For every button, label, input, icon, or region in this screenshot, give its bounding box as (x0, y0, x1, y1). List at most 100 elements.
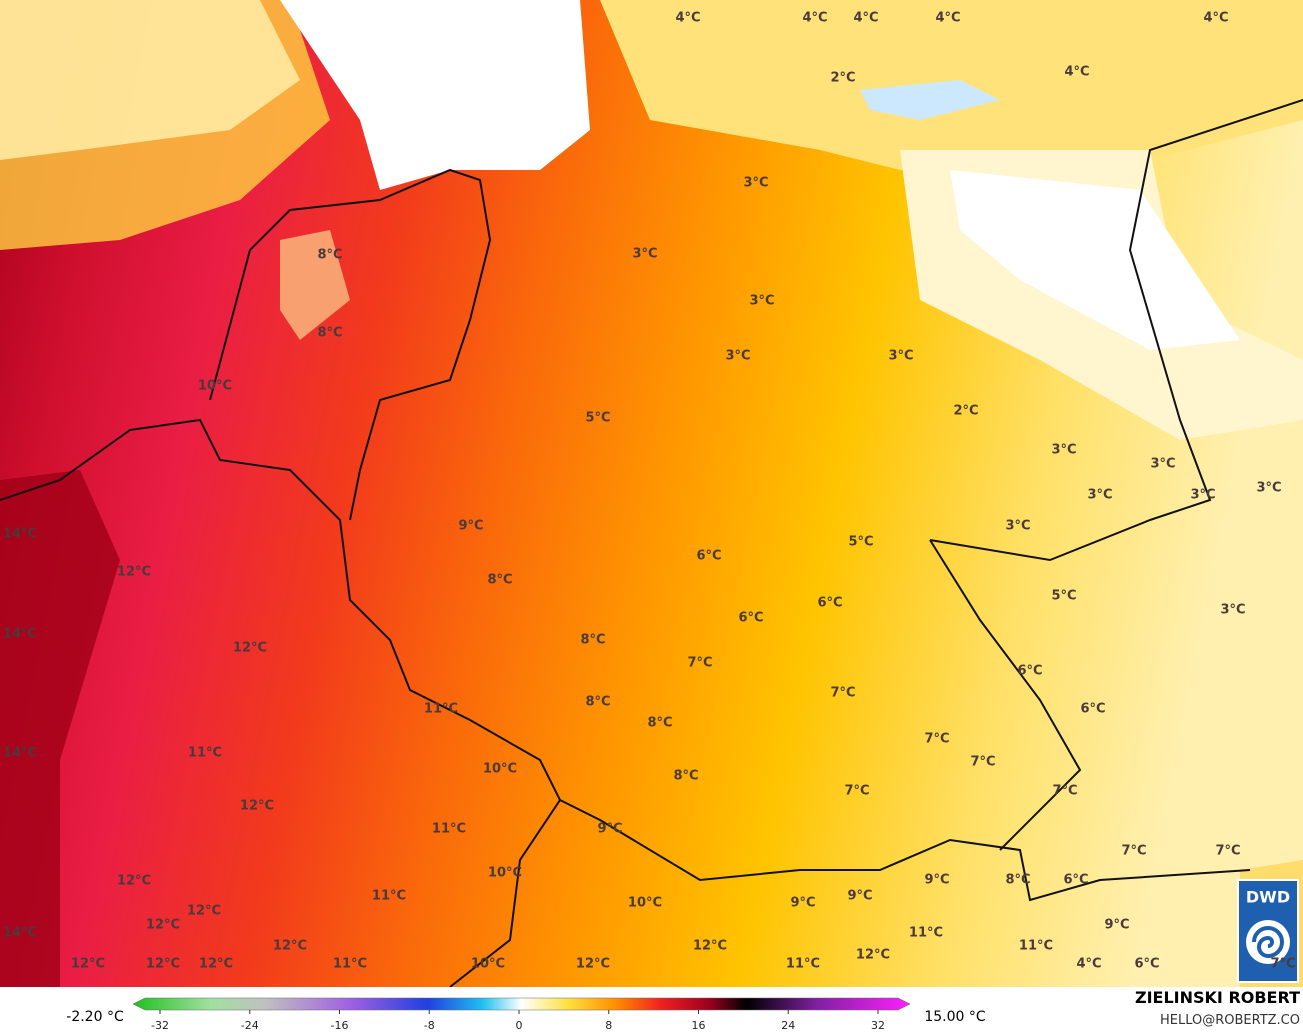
temperature-label: 12°C (856, 948, 890, 963)
colorbar-tick-label: 0 (516, 1019, 523, 1032)
temperature-label: 3°C (888, 349, 913, 364)
temperature-label: 4°C (1203, 11, 1228, 26)
temperature-label: 4°C (853, 11, 878, 26)
colorbar-tick-label: 24 (781, 1019, 795, 1032)
temperature-label: 7°C (1215, 844, 1240, 859)
temperature-label: 14°C (3, 746, 37, 761)
temperature-label: 11°C (424, 702, 458, 717)
temperature-label: 11°C (188, 746, 222, 761)
colorbar-tick-label: -24 (241, 1019, 259, 1032)
temperature-label: 5°C (848, 535, 873, 550)
legend-min: -2.20 °C (66, 1009, 124, 1025)
temperature-label: 11°C (1019, 939, 1053, 954)
temperature-label: 8°C (1005, 873, 1030, 888)
legend-max: 15.00 °C (924, 1009, 986, 1025)
temperature-label: 12°C (273, 939, 307, 954)
temperature-label: 7°C (687, 656, 712, 671)
temperature-label: 9°C (847, 889, 872, 904)
temperature-label: 6°C (1080, 702, 1105, 717)
credit-email: HELLO@ROBERTZ.CO (1160, 1013, 1300, 1028)
temperature-label: 2°C (953, 404, 978, 419)
dwd-logo: DWD (1237, 879, 1299, 983)
temperature-label: 14°C (3, 627, 37, 642)
colorbar-tick-label: -32 (151, 1019, 169, 1032)
logo-text: DWD (1246, 888, 1290, 907)
temperature-label: 11°C (909, 926, 943, 941)
credit-name: ZIELINSKI ROBERT (1135, 988, 1300, 1007)
temperature-label: 12°C (693, 939, 727, 954)
temperature-label: 3°C (632, 247, 657, 262)
temperature-label: 7°C (1121, 844, 1146, 859)
temperature-label: 10°C (483, 762, 517, 777)
temperature-label: 11°C (432, 822, 466, 837)
temperature-label: 11°C (786, 957, 820, 972)
temperature-label: 10°C (628, 896, 662, 911)
temperature-label: 12°C (117, 565, 151, 580)
temperature-label: 9°C (458, 519, 483, 534)
temperature-label: 3°C (1087, 488, 1112, 503)
temperature-label: 2°C (830, 71, 855, 86)
borders (0, 99, 1303, 988)
temperature-label: 7°C (830, 686, 855, 701)
temperature-label: 7°C (924, 732, 949, 747)
temperature-label: 12°C (199, 957, 233, 972)
temperature-label: 12°C (240, 799, 274, 814)
legend-strip (0, 987, 1303, 1035)
temperature-label: 12°C (117, 874, 151, 889)
temperature-label: 3°C (749, 294, 774, 309)
colorbar-tick-label: -8 (424, 1019, 435, 1032)
temperature-label: 6°C (1134, 957, 1159, 972)
temperature-label: 9°C (597, 822, 622, 837)
temperature-label: 7°C (1270, 957, 1295, 972)
temperature-label: 12°C (71, 957, 105, 972)
temperature-label: 6°C (696, 549, 721, 564)
temperature-label: 8°C (317, 326, 342, 341)
temperature-label: 3°C (1190, 488, 1215, 503)
temperature-label: 5°C (1051, 589, 1076, 604)
temperature-label: 4°C (1064, 65, 1089, 80)
temperature-label: 5°C (585, 411, 610, 426)
temperature-label: 8°C (317, 248, 342, 263)
temperature-label: 12°C (576, 957, 610, 972)
temperature-label: 10°C (488, 866, 522, 881)
temperature-label: 10°C (198, 379, 232, 394)
temperature-label: 3°C (1150, 457, 1175, 472)
temperature-label: 8°C (673, 769, 698, 784)
colorbar-tick-label: -16 (331, 1019, 349, 1032)
temperature-label: 8°C (647, 716, 672, 731)
temperature-label: 8°C (585, 695, 610, 710)
temperature-label: 9°C (924, 873, 949, 888)
temperature-label: 3°C (1005, 519, 1030, 534)
temperature-label: 9°C (1104, 918, 1129, 933)
colorbar (132, 997, 911, 1011)
temperature-label: 3°C (743, 176, 768, 191)
temperature-label: 4°C (675, 11, 700, 26)
temperature-label: 6°C (738, 611, 763, 626)
temperature-label: 12°C (187, 904, 221, 919)
temperature-label: 11°C (333, 957, 367, 972)
temperature-label: 4°C (935, 11, 960, 26)
temperature-label: 8°C (487, 573, 512, 588)
temperature-label: 10°C (471, 957, 505, 972)
temperature-label: 12°C (146, 918, 180, 933)
colorbar-tick-label: 32 (871, 1019, 885, 1032)
colorbar-tick-label: 16 (692, 1019, 706, 1032)
temperature-label: 3°C (1051, 443, 1076, 458)
map-background (0, 0, 1303, 987)
temperature-label: 7°C (844, 784, 869, 799)
temperature-label: 3°C (1220, 603, 1245, 618)
temperature-label: 14°C (3, 527, 37, 542)
temperature-label: 14°C (3, 926, 37, 941)
temperature-label: 7°C (1052, 784, 1077, 799)
temperature-label: 6°C (1063, 873, 1088, 888)
temperature-label: 6°C (1017, 664, 1042, 679)
colorbar-tick-label: 8 (605, 1019, 612, 1032)
temperature-label: 4°C (802, 11, 827, 26)
temperature-label: 3°C (1256, 481, 1281, 496)
temperature-label: 7°C (970, 755, 995, 770)
temperature-label: 11°C (372, 889, 406, 904)
temperature-label: 6°C (817, 596, 842, 611)
temperature-label: 9°C (790, 896, 815, 911)
